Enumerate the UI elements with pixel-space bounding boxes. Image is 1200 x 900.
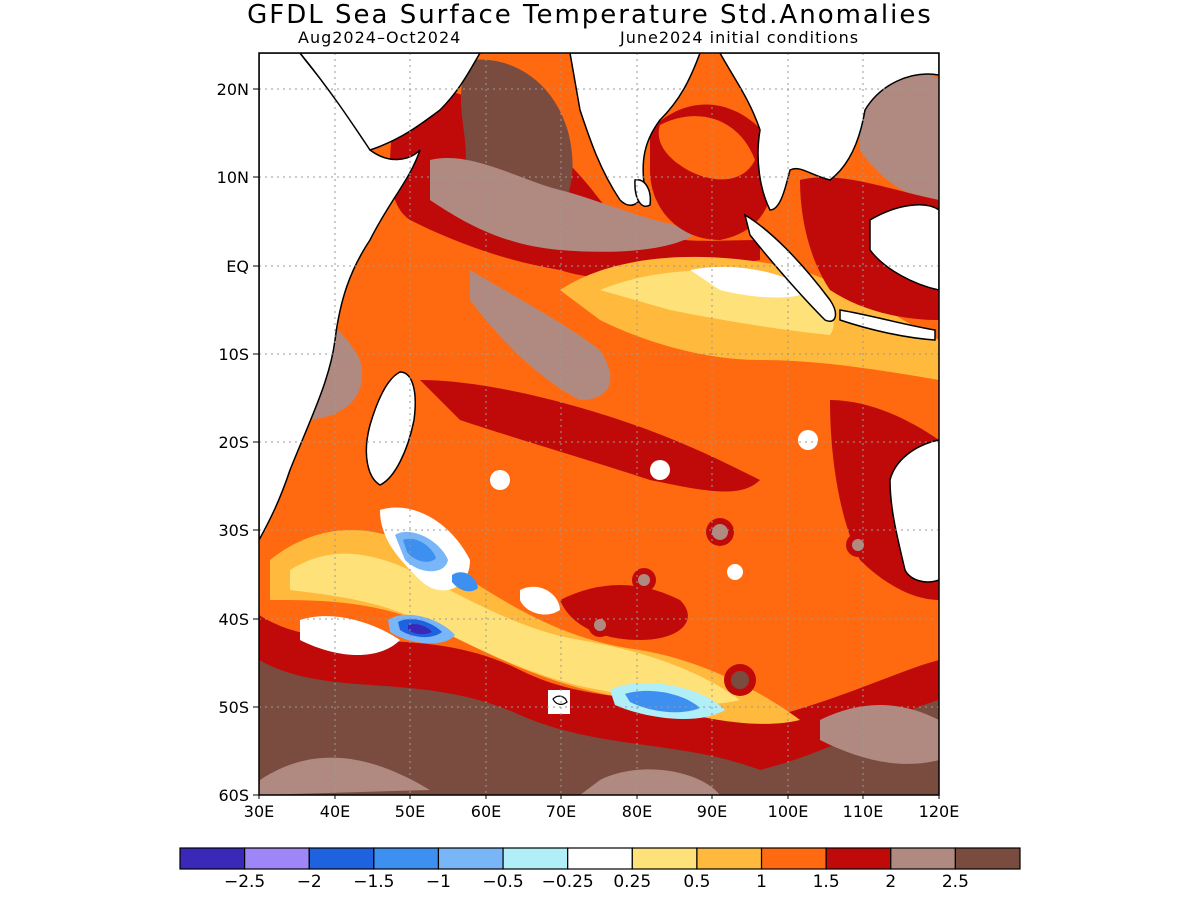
southern-tan-patches <box>259 705 939 795</box>
lon-tick-label: 120E <box>919 802 960 821</box>
lon-tick-label: 50E <box>395 802 425 821</box>
brown-ring-2-core <box>638 574 650 586</box>
equatorial-tan-band <box>470 270 611 400</box>
colorbar-label: −2.5 <box>223 872 266 892</box>
brown-ring-3-core <box>852 539 864 551</box>
colorbar-label: 1 <box>756 872 767 892</box>
colorbar-label: 2 <box>885 872 897 892</box>
longitude-axis: 30E 40E 50E 60E 70E 80E 90E 100E 110E 120E <box>244 795 960 821</box>
forecast-period: Aug2024–Oct2024 <box>298 28 462 47</box>
sri-lanka-land <box>634 179 652 207</box>
colorbar-label: −1.5 <box>353 872 395 892</box>
colorbar-label: −1 <box>425 872 451 892</box>
white-spot-2 <box>727 564 743 580</box>
colorbar-swatch <box>244 847 310 870</box>
colorbar <box>179 847 1021 870</box>
lat-tick-label: 40S <box>218 610 249 629</box>
colorbar-swatch <box>502 847 569 870</box>
arabia-land <box>299 53 481 151</box>
colorbar-label: −2 <box>296 872 322 892</box>
east-brown <box>860 72 939 200</box>
lon-tick-label: 100E <box>768 802 809 821</box>
equatorial-white <box>690 266 810 298</box>
brown-ring-4-core <box>594 619 606 631</box>
brown-ring-5-core <box>731 671 749 689</box>
colorbar-swatch <box>179 847 246 870</box>
southeast-asia-land <box>719 53 939 211</box>
colorbar-label: 0.25 <box>613 872 652 892</box>
grid-lines <box>259 53 939 795</box>
lon-tick-label: 90E <box>697 802 727 821</box>
lon-tick-label: 80E <box>622 802 652 821</box>
lon-tick-label: 30E <box>244 802 274 821</box>
lon-tick-label: 70E <box>546 802 576 821</box>
sumatra-land <box>743 213 837 322</box>
colorbar-swatch <box>308 847 375 870</box>
java-land <box>839 309 936 341</box>
lat-tick-label: 10S <box>218 345 249 364</box>
colorbar-swatch <box>437 847 504 870</box>
lat-tick-label: EQ <box>226 257 249 276</box>
lat-tick-label: 20S <box>218 433 249 452</box>
australia-land <box>889 439 939 583</box>
sw-light-band <box>290 553 740 705</box>
map-frame <box>258 52 940 796</box>
white-spot-1 <box>798 430 818 450</box>
map-title: GFDL Sea Surface Temperature Std.Anomali… <box>247 0 933 30</box>
colorbar-swatch <box>760 847 827 870</box>
white-spot-3 <box>650 460 670 480</box>
lat-tick-label: 50S <box>218 698 249 717</box>
brown-ring-1-core <box>712 524 728 540</box>
anomaly-field <box>259 53 939 795</box>
lat-tick-label: 60S <box>218 786 249 805</box>
blue-anomaly-4 <box>452 572 478 592</box>
colorbar-label: −0.5 <box>482 872 524 892</box>
kerguelen-outline <box>552 695 568 705</box>
bay-of-bengal-orange <box>658 116 755 180</box>
lat-tick-label: 30S <box>218 521 249 540</box>
lat-tick-label: 10N <box>217 168 249 187</box>
lon-tick-label: 40E <box>320 802 350 821</box>
colorbar-swatch <box>631 847 698 870</box>
central-red-band <box>420 380 760 492</box>
blue-anomaly-1-core <box>403 538 436 562</box>
colorbar-label: −0.25 <box>541 872 594 892</box>
madagascar-land <box>365 371 416 486</box>
colorbar-label: 0.5 <box>683 872 711 892</box>
southern-red-band <box>259 615 939 770</box>
colorbar-swatch <box>373 847 440 870</box>
arabian-sea-tan <box>430 157 700 252</box>
colorbar-swatch <box>696 847 763 870</box>
colorbar-label: 2.5 <box>941 872 969 892</box>
colorbar-swatch <box>890 847 956 870</box>
kerguelen-island <box>548 690 570 714</box>
colorbar-swatch <box>825 847 892 870</box>
lat-tick-label: 20N <box>217 80 249 99</box>
latitude-axis: 20N 10N EQ 10S 20S 30S 40S 50S 60S <box>217 80 259 805</box>
blue-anomaly-2-core <box>408 624 432 635</box>
initial-conditions: June2024 initial conditions <box>620 28 860 47</box>
colorbar-swatch <box>567 847 633 870</box>
sw-white-patches <box>300 507 560 655</box>
colorbar-swatch <box>954 847 1021 870</box>
lon-tick-label: 110E <box>843 802 884 821</box>
lon-tick-label: 60E <box>471 802 501 821</box>
colorbar-label: 1.5 <box>812 872 840 892</box>
white-spot-4 <box>490 470 510 490</box>
